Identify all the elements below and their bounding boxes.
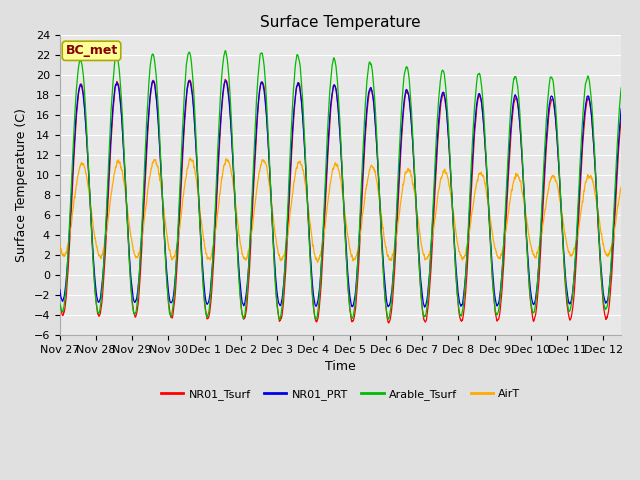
- Arable_Tsurf: [221, 48, 229, 54]
- AirT: [296, 160, 303, 166]
- NR01_Tsurf: [547, 101, 554, 107]
- Arable_Tsurf: [618, 84, 625, 90]
- Arable_Tsurf: [120, 142, 127, 148]
- NR01_PRT: [547, 96, 554, 102]
- Arable_Tsurf: [296, 61, 304, 67]
- Arable_Tsurf: [271, 281, 279, 287]
- NR01_Tsurf: [120, 150, 127, 156]
- AirT: [186, 155, 194, 161]
- AirT: [271, 232, 279, 238]
- Arable_Tsurf: [154, 86, 161, 92]
- AirT: [547, 178, 554, 184]
- Title: Surface Temperature: Surface Temperature: [260, 15, 421, 30]
- Line: NR01_Tsurf: NR01_Tsurf: [60, 80, 621, 323]
- X-axis label: Time: Time: [325, 360, 356, 373]
- NR01_Tsurf: [56, 298, 63, 303]
- NR01_PRT: [56, 287, 63, 292]
- NR01_PRT: [607, 269, 614, 275]
- AirT: [154, 163, 161, 169]
- Arable_Tsurf: [547, 74, 554, 80]
- NR01_Tsurf: [271, 277, 279, 283]
- NR01_PRT: [296, 84, 303, 90]
- NR01_PRT: [120, 152, 127, 157]
- NR01_PRT: [222, 78, 230, 84]
- NR01_PRT: [420, 304, 428, 310]
- AirT: [56, 241, 63, 247]
- Text: BC_met: BC_met: [65, 44, 118, 57]
- Arable_Tsurf: [276, 317, 284, 323]
- Arable_Tsurf: [607, 265, 614, 271]
- AirT: [618, 183, 625, 189]
- NR01_PRT: [154, 106, 161, 111]
- Legend: NR01_Tsurf, NR01_PRT, Arable_Tsurf, AirT: NR01_Tsurf, NR01_PRT, Arable_Tsurf, AirT: [156, 384, 525, 404]
- Arable_Tsurf: [56, 301, 63, 307]
- Y-axis label: Surface Temperature (C): Surface Temperature (C): [15, 108, 28, 262]
- NR01_Tsurf: [221, 77, 229, 83]
- NR01_Tsurf: [154, 103, 161, 108]
- NR01_Tsurf: [385, 320, 392, 326]
- AirT: [314, 260, 321, 265]
- AirT: [120, 179, 127, 184]
- Line: Arable_Tsurf: Arable_Tsurf: [60, 51, 621, 320]
- NR01_PRT: [618, 105, 625, 111]
- Line: NR01_PRT: NR01_PRT: [60, 81, 621, 307]
- AirT: [607, 247, 614, 252]
- NR01_Tsurf: [296, 82, 303, 88]
- Line: AirT: AirT: [60, 158, 621, 263]
- NR01_Tsurf: [607, 284, 614, 290]
- NR01_Tsurf: [618, 113, 625, 119]
- NR01_PRT: [271, 270, 279, 276]
